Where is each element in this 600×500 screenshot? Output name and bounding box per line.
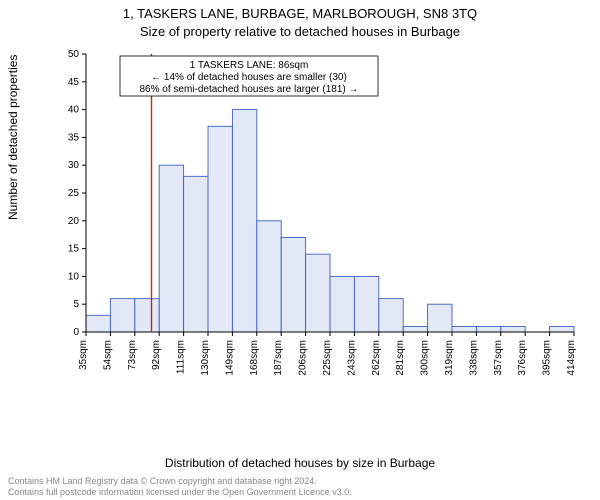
svg-text:20: 20 xyxy=(68,216,80,227)
histogram-bar xyxy=(281,237,305,332)
svg-text:0: 0 xyxy=(73,327,79,338)
annotation-line-3: 86% of semi-detached houses are larger (… xyxy=(139,84,358,95)
x-axis-label: Distribution of detached houses by size … xyxy=(0,456,600,470)
svg-text:225sqm: 225sqm xyxy=(322,340,333,376)
footer-line-2: Contains full postcode information licen… xyxy=(8,487,592,498)
svg-text:92sqm: 92sqm xyxy=(151,340,162,370)
svg-text:73sqm: 73sqm xyxy=(127,340,138,370)
svg-text:54sqm: 54sqm xyxy=(102,340,113,370)
svg-text:357sqm: 357sqm xyxy=(493,340,504,376)
histogram-bar xyxy=(354,276,378,332)
svg-text:187sqm: 187sqm xyxy=(273,340,284,376)
histogram-bar xyxy=(476,326,500,332)
svg-text:45: 45 xyxy=(68,77,80,88)
histogram-bar xyxy=(550,326,574,332)
histogram-bar xyxy=(257,221,281,332)
svg-text:168sqm: 168sqm xyxy=(249,340,260,376)
annotation-line-2: ← 14% of detached houses are smaller (30… xyxy=(151,72,347,83)
page-title: 1, TASKERS LANE, BURBAGE, MARLBOROUGH, S… xyxy=(0,6,600,21)
svg-text:281sqm: 281sqm xyxy=(395,340,406,376)
svg-text:376sqm: 376sqm xyxy=(517,340,528,376)
histogram-bar xyxy=(501,326,525,332)
svg-text:338sqm: 338sqm xyxy=(468,340,479,376)
histogram-bar xyxy=(86,315,110,332)
svg-text:10: 10 xyxy=(68,271,80,282)
svg-text:130sqm: 130sqm xyxy=(200,340,211,376)
svg-text:149sqm: 149sqm xyxy=(224,340,235,376)
histogram-bar xyxy=(428,304,452,332)
svg-text:300sqm: 300sqm xyxy=(420,340,431,376)
histogram-bar xyxy=(159,165,183,332)
svg-text:395sqm: 395sqm xyxy=(542,340,553,376)
svg-text:35sqm: 35sqm xyxy=(78,340,89,370)
histogram-bar xyxy=(110,299,134,332)
y-axis-label: Number of detached properties xyxy=(6,55,20,220)
histogram-bar xyxy=(452,326,476,332)
histogram-bar xyxy=(403,326,427,332)
histogram-bar xyxy=(184,176,208,332)
svg-text:15: 15 xyxy=(68,244,80,255)
svg-text:5: 5 xyxy=(73,299,79,310)
footer-attribution: Contains HM Land Registry data © Crown c… xyxy=(8,476,592,499)
svg-text:243sqm: 243sqm xyxy=(346,340,357,376)
svg-text:40: 40 xyxy=(68,105,80,116)
svg-text:206sqm: 206sqm xyxy=(298,340,309,376)
page-subtitle: Size of property relative to detached ho… xyxy=(0,24,600,39)
svg-text:30: 30 xyxy=(68,160,80,171)
histogram-bar xyxy=(306,254,330,332)
histogram-chart: 0 5 10 15 20 25 30 35 40 45 50 35sqm 54sqm 73sqm 92sqm… xyxy=(60,48,580,378)
svg-text:319sqm: 319sqm xyxy=(444,340,455,376)
histogram-bar xyxy=(232,110,256,332)
svg-text:414sqm: 414sqm xyxy=(566,340,577,376)
svg-text:25: 25 xyxy=(68,188,80,199)
histogram-bar xyxy=(379,299,403,332)
svg-text:111sqm: 111sqm xyxy=(176,340,187,374)
svg-text:262sqm: 262sqm xyxy=(371,340,382,376)
svg-text:50: 50 xyxy=(68,49,80,60)
annotation-line-1: 1 TASKERS LANE: 86sqm xyxy=(190,60,309,71)
histogram-bar xyxy=(330,276,354,332)
footer-line-1: Contains HM Land Registry data © Crown c… xyxy=(8,476,592,487)
histogram-bar xyxy=(135,299,159,332)
histogram-bar xyxy=(208,126,232,332)
svg-text:35: 35 xyxy=(68,132,80,143)
